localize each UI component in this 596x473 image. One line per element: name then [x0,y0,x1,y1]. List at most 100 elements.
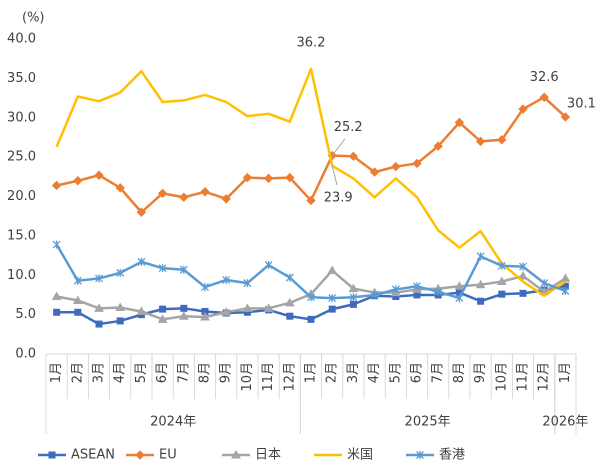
data-label: 30.1 [567,96,596,111]
marker [157,188,168,199]
marker [94,303,104,312]
x-tick-label: 5月 [134,362,149,383]
legend-label: EU [159,448,177,463]
data-label: 32.6 [530,70,559,85]
y-tick-label: 35.0 [7,71,36,86]
x-tick-label: 6月 [155,362,170,383]
y-tick-label: 20.0 [7,189,36,204]
series [51,92,571,217]
y-tick-label: 5.0 [15,307,36,322]
marker [416,451,424,459]
marker [221,194,231,204]
marker [72,295,83,304]
x-tick-label: 2月 [70,362,85,383]
leader-line [331,138,346,156]
group-label: 2024年 [150,415,196,430]
marker [369,167,380,177]
x-tick-label: 10月 [494,362,509,392]
x-tick-label: 10月 [240,362,255,392]
x-tick-label: 7月 [176,362,191,383]
marker [328,294,337,303]
marker [115,183,125,193]
marker [540,279,549,288]
y-tick-label: 40.0 [7,32,36,47]
x-tick-label: 7月 [431,362,446,383]
marker [242,172,253,183]
legend-label: 香港 [439,448,465,463]
marker [349,293,358,302]
marker [116,317,124,325]
marker [201,283,209,292]
y-tick-label: 25.0 [7,150,36,165]
marker [95,320,103,328]
marker [51,291,62,301]
x-tick-label: 4月 [367,362,382,383]
marker [497,261,506,270]
marker [94,170,104,180]
x-tick-label: 1月 [558,362,573,383]
marker [454,117,465,128]
marker [200,187,210,197]
marker [412,158,422,169]
marker [433,141,443,151]
marker [178,311,189,320]
marker [328,305,336,313]
marker [560,112,571,122]
marker [476,252,485,261]
marker [307,293,315,302]
y-tick-label: 30.0 [7,110,36,125]
marker [519,262,527,271]
marker [179,192,189,202]
data-label: 25.2 [334,120,363,135]
x-tick-label: 6月 [410,362,425,383]
marker [136,207,147,217]
x-tick-label: 3月 [92,362,107,383]
marker [519,289,527,297]
marker [391,285,400,294]
marker [455,294,464,303]
marker [74,308,82,316]
y-tick-label: 15.0 [7,228,36,243]
marker [242,303,253,312]
marker [243,279,252,288]
marker [518,271,528,280]
x-tick-label: 2月 [325,362,340,383]
x-tick-label: 12月 [537,362,552,392]
marker [349,300,357,308]
legend-label: 米国 [347,448,373,463]
marker [222,275,231,284]
y-axis-label: (%) [22,11,45,26]
marker [200,311,210,321]
x-tick-label: 8月 [198,362,213,383]
marker [434,287,443,296]
marker [284,297,295,307]
marker [285,172,295,183]
marker [413,282,421,291]
marker [561,287,570,295]
x-tick-label: 11月 [261,362,276,392]
group-label: 2026年 [542,415,588,430]
marker [454,281,465,290]
marker [477,297,485,305]
marker [73,176,83,186]
marker [137,257,146,266]
marker [285,273,294,282]
marker [231,449,241,459]
line [56,96,567,214]
marker [95,274,103,283]
marker [115,302,126,312]
marker [286,312,294,320]
x-tick-label: 5月 [388,362,403,383]
x-tick-label: 11月 [516,362,531,392]
legend-label: ASEAN [71,448,115,463]
marker [180,304,188,312]
data-label: 23.9 [324,190,353,205]
marker [348,151,359,162]
data-label: 36.2 [297,35,326,50]
x-tick-label: 12月 [282,362,297,392]
marker [539,92,549,102]
series [52,240,570,303]
marker [264,261,273,270]
marker [496,276,507,286]
